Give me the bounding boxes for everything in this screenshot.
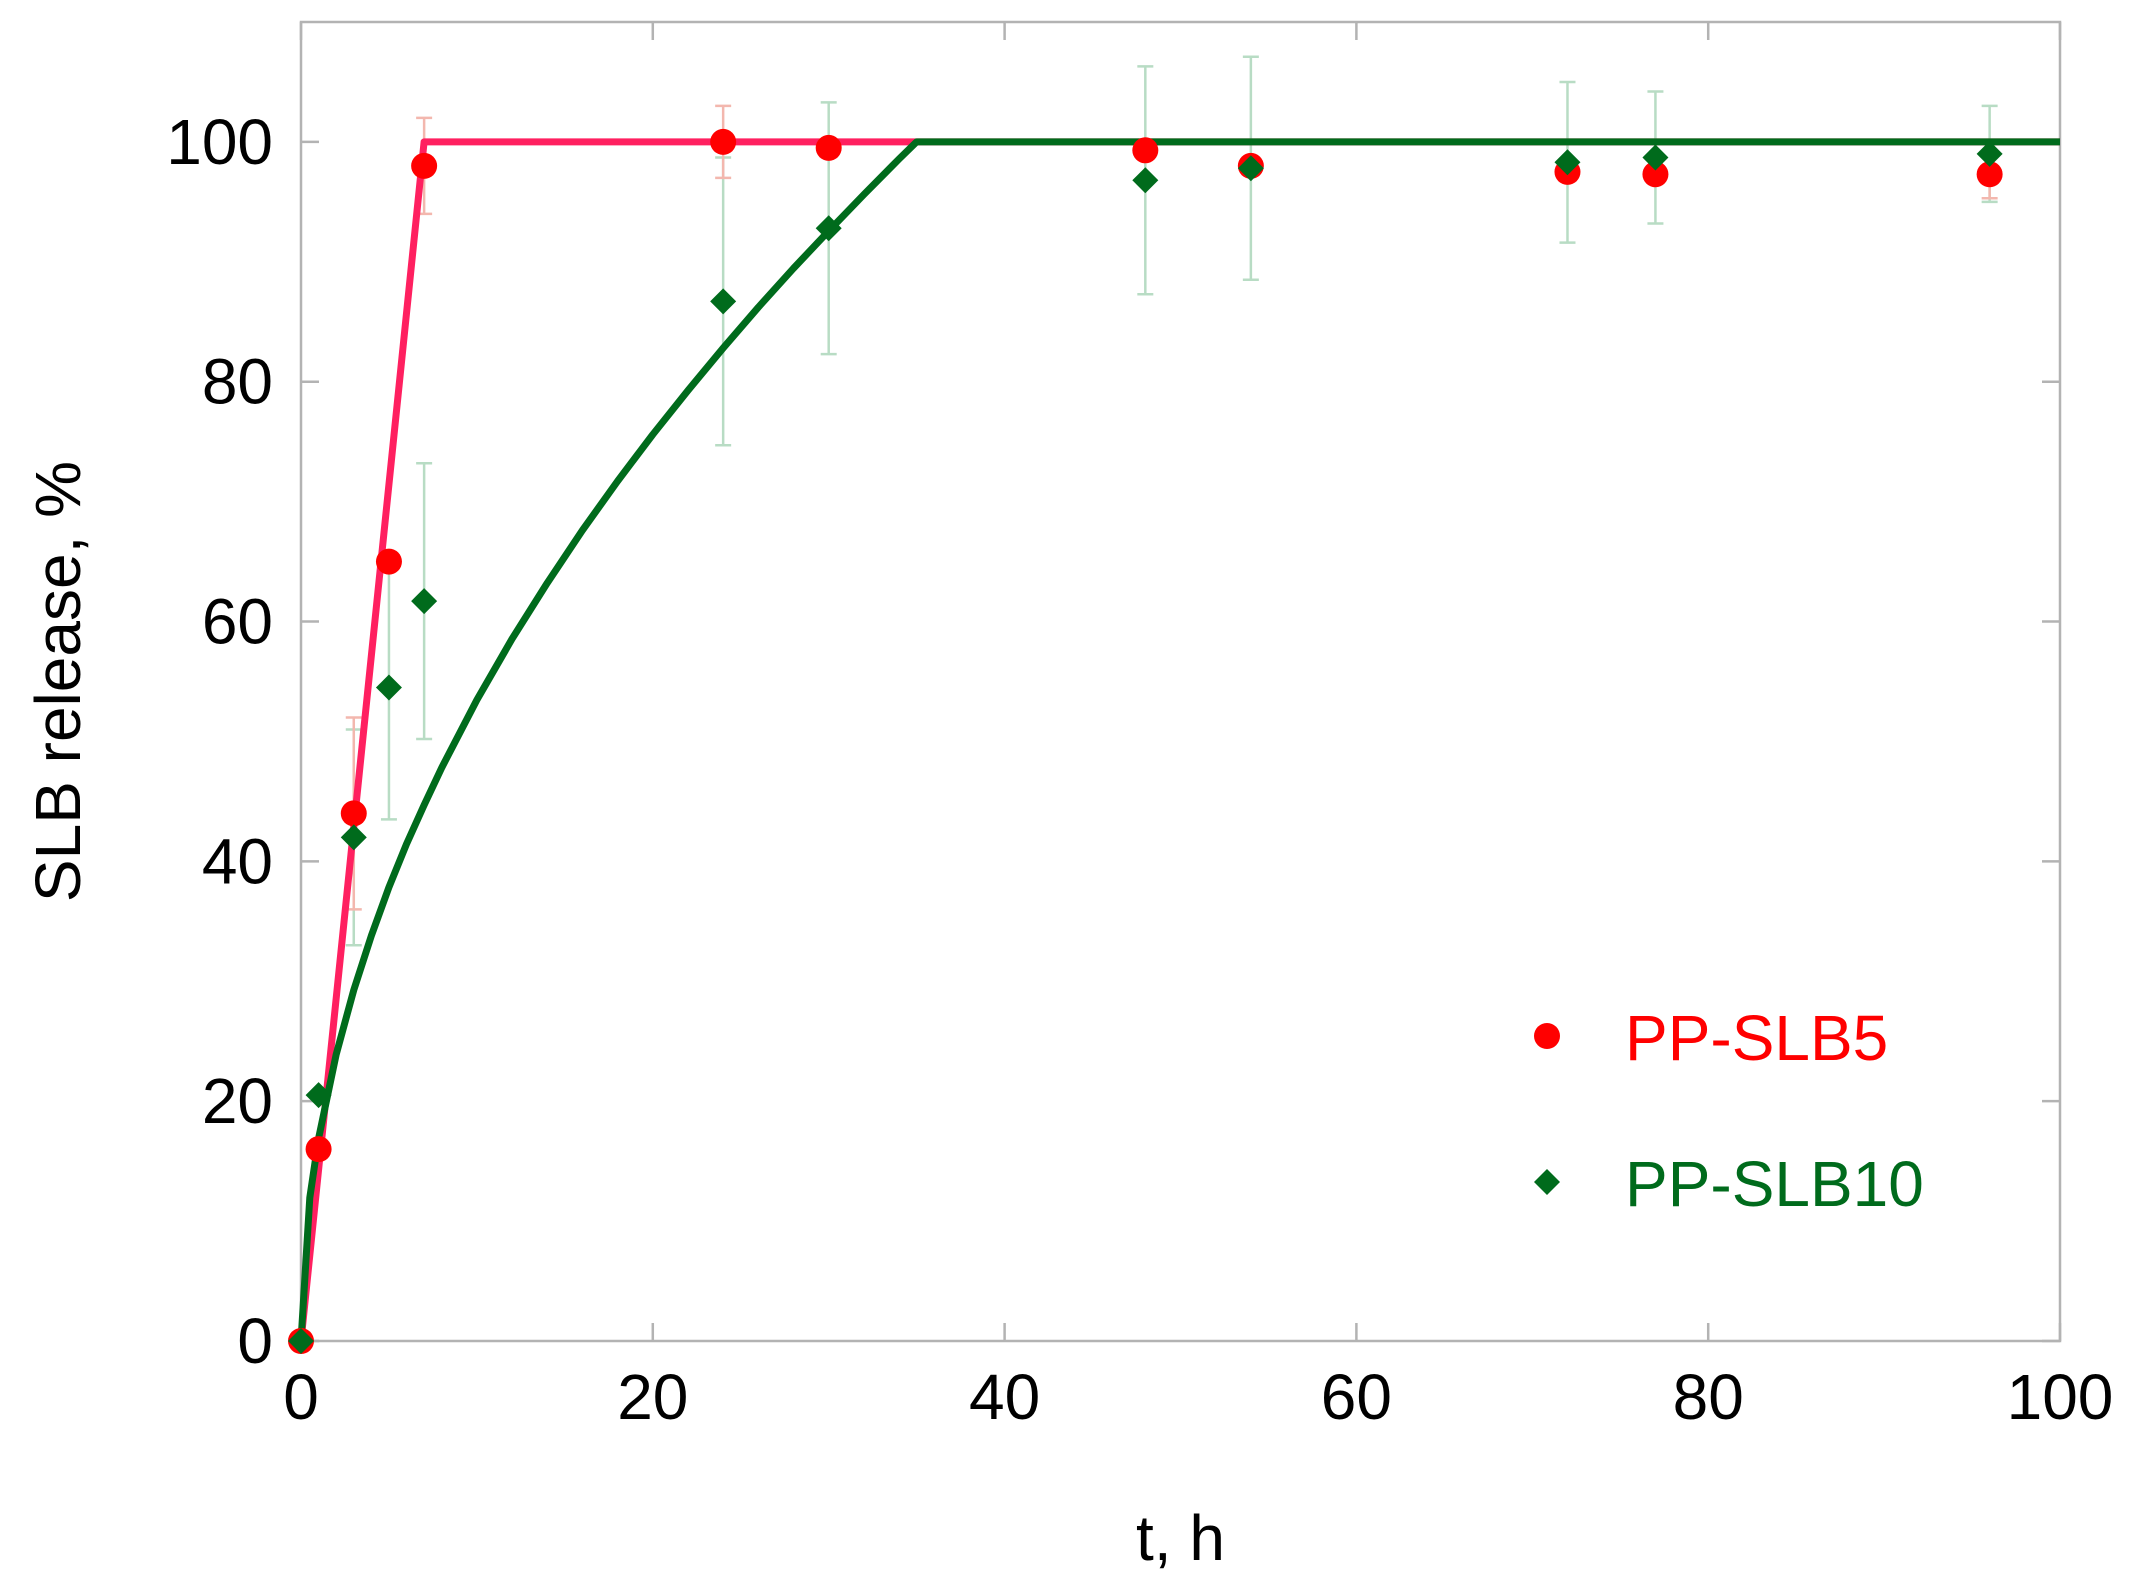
point-pp-slb10 bbox=[1642, 144, 1669, 171]
error-bars bbox=[345, 55, 1998, 947]
point-pp-slb10 bbox=[411, 588, 438, 615]
y-tick-label: 20 bbox=[202, 1065, 273, 1137]
point-pp-slb5 bbox=[305, 1136, 332, 1163]
x-tick-label: 80 bbox=[1673, 1361, 1744, 1433]
point-pp-slb10 bbox=[288, 1328, 314, 1354]
point-pp-slb5 bbox=[1132, 137, 1159, 164]
legend-label-pp-slb5: PP-SLB5 bbox=[1625, 1002, 1888, 1074]
point-pp-slb5 bbox=[340, 800, 367, 827]
point-pp-slb10 bbox=[1132, 167, 1159, 194]
point-pp-slb5 bbox=[411, 152, 438, 179]
x-tick-label: 0 bbox=[283, 1361, 319, 1433]
y-tick-label: 60 bbox=[202, 586, 273, 658]
point-pp-slb10 bbox=[815, 215, 842, 242]
point-pp-slb5 bbox=[1642, 161, 1669, 188]
point-pp-slb5 bbox=[1976, 161, 2003, 188]
point-pp-slb10 bbox=[710, 288, 737, 315]
point-pp-slb10 bbox=[305, 1082, 332, 1109]
legend-marker-pp-slb10 bbox=[1534, 1169, 1560, 1195]
y-tick-label: 80 bbox=[202, 346, 273, 418]
point-pp-slb5 bbox=[710, 128, 737, 155]
point-pp-slb10 bbox=[375, 674, 402, 701]
point-pp-slb10 bbox=[1237, 155, 1264, 182]
y-tick-label: 0 bbox=[237, 1305, 273, 1377]
point-pp-slb10 bbox=[1976, 140, 2003, 167]
point-pp-slb10 bbox=[1554, 149, 1581, 176]
point-pp-slb5 bbox=[815, 134, 842, 161]
legend: PP-SLB5 PP-SLB10 bbox=[1625, 1002, 1924, 1220]
x-tick-label: 60 bbox=[1321, 1361, 1392, 1433]
x-tick-label: 20 bbox=[617, 1361, 688, 1433]
y-tick-label: 100 bbox=[166, 106, 273, 178]
point-pp-slb10 bbox=[340, 824, 367, 851]
legend-marker-pp-slb5 bbox=[1534, 1023, 1560, 1049]
x-tick-label: 100 bbox=[2007, 1361, 2114, 1433]
axes: 0 20 40 60 80 100 0 20 40 60 80 100 bbox=[166, 20, 2114, 1433]
data-markers bbox=[288, 128, 2003, 1354]
x-tick-label: 40 bbox=[969, 1361, 1040, 1433]
plot-frame bbox=[299, 20, 2062, 1343]
point-pp-slb5 bbox=[375, 548, 402, 575]
y-tick-label: 40 bbox=[202, 825, 273, 897]
legend-label-pp-slb10: PP-SLB10 bbox=[1625, 1148, 1924, 1220]
x-axis-title: t, h bbox=[1136, 1502, 1225, 1574]
y-axis-title: SLB release, % bbox=[22, 461, 94, 902]
